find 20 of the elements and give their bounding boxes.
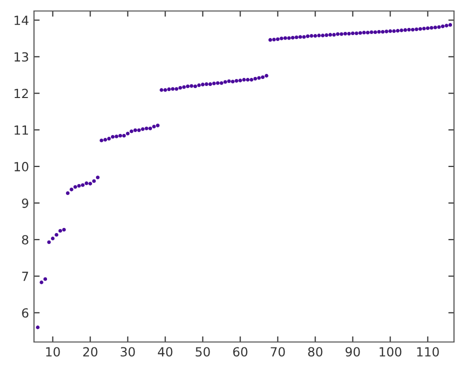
x-tick-label: 40 (158, 347, 172, 357)
x-tick-label: 20 (83, 347, 98, 357)
y-tick-label: 10 (14, 162, 28, 172)
y-tick-label: 12 (14, 88, 28, 98)
y-tick-label: 8 (22, 235, 28, 245)
y-tick-label: 13 (14, 52, 28, 62)
y-tick-label: 9 (22, 198, 28, 208)
x-tick-label: 100 (380, 347, 402, 357)
x-tick-label: 80 (308, 347, 322, 357)
x-tick-label: 110 (417, 347, 439, 357)
y-tick-label: 6 (22, 308, 28, 318)
x-tick-label: 60 (233, 347, 248, 357)
x-tick-label: 10 (46, 347, 60, 357)
y-tick-label: 14 (14, 16, 28, 25)
x-tick-label: 30 (120, 347, 135, 357)
y-tick-label: 7 (22, 272, 28, 281)
x-tick-label: 50 (196, 347, 210, 357)
y-tick-label: 11 (14, 126, 28, 135)
x-tick-label: 90 (346, 347, 360, 357)
x-tick-label: 70 (270, 347, 285, 357)
